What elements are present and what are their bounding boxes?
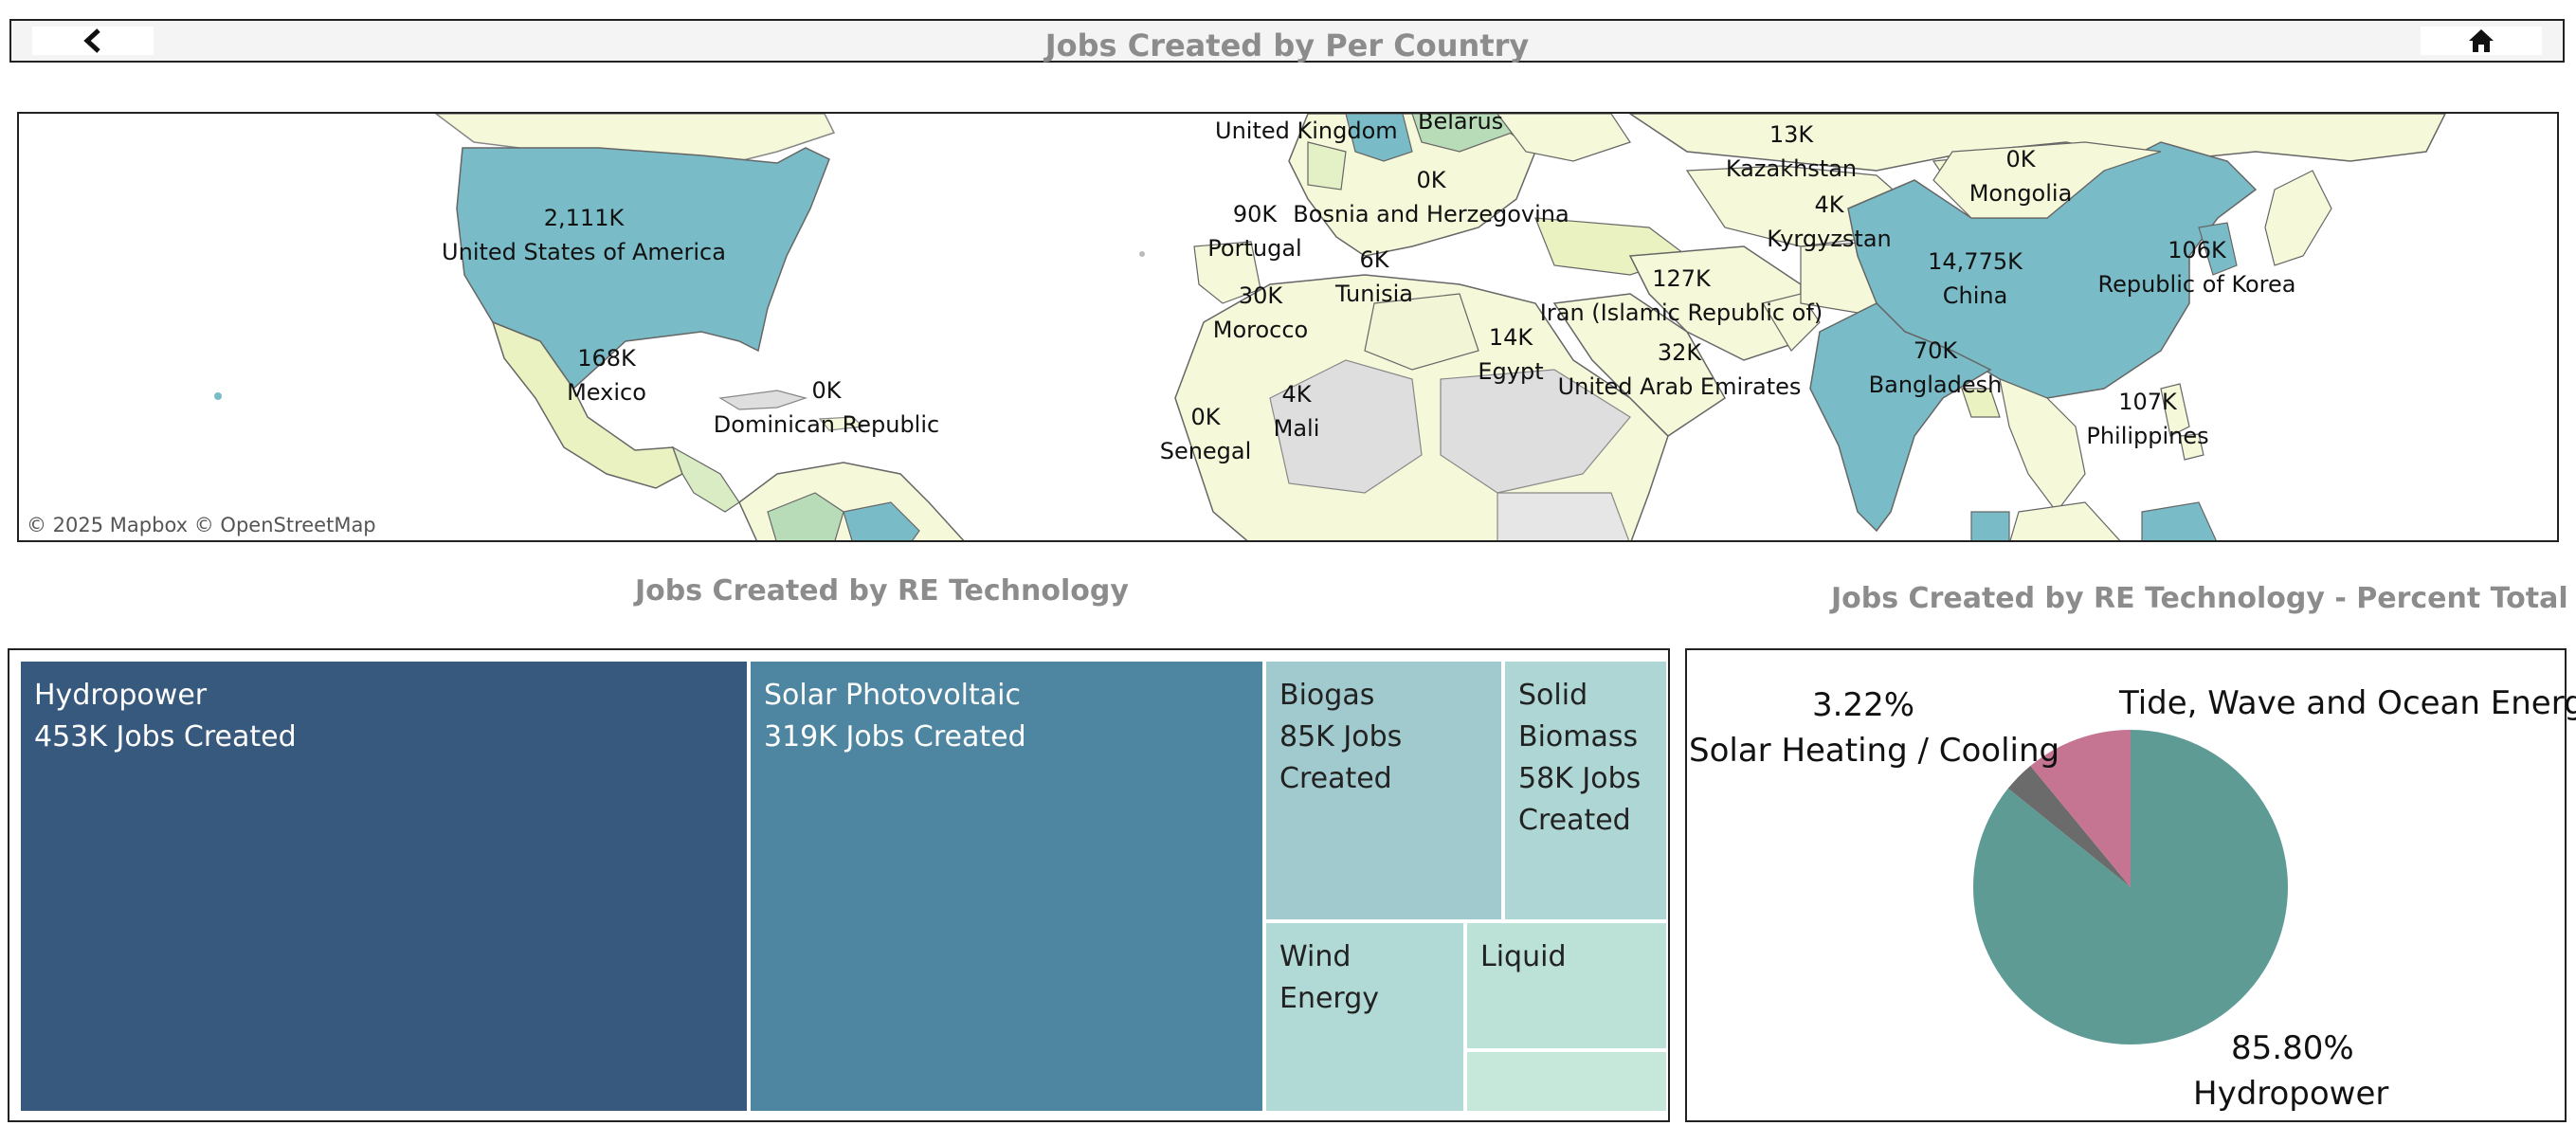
map-name-tunisia: Tunisia: [1335, 281, 1413, 307]
map-value-mongolia: 0K: [2005, 146, 2036, 173]
map-value-philippines: 107K: [2118, 389, 2177, 415]
treemap-tile-biogas[interactable]: Biogas 85K Jobs Created: [1264, 660, 1503, 921]
home-button[interactable]: [2421, 27, 2542, 55]
treemap-tile-solar-pv[interactable]: Solar Photovoltaic 319K Jobs Created: [749, 660, 1264, 1113]
technology-pie-chart[interactable]: 3.22% Solar Heating / Cooling Tide, Wave…: [1685, 648, 2576, 1122]
top-bar: Jobs Created by Per Country: [9, 19, 2565, 63]
map-value-senegal: 0K: [1190, 404, 1221, 430]
tile-label-line: Liquid: [1480, 940, 1567, 973]
map-value-iran: 127K: [1652, 265, 1711, 292]
map-value-korea: 106K: [2168, 237, 2226, 263]
treemap-tile-liquid[interactable]: Liquid: [1465, 921, 1668, 1050]
tile-label-line: 453K Jobs Created: [34, 720, 297, 754]
pie-title: Jobs Created by RE Technology - Percent …: [1831, 582, 2568, 615]
tile-label-line: Created: [1518, 804, 1631, 837]
map-name-uk: United Kingdom: [1215, 118, 1398, 144]
tile-label-line: 58K Jobs: [1518, 762, 1642, 795]
map-name-iran: Iran (Islamic Republic of): [1539, 300, 1823, 326]
tile-label-line: Hydropower: [34, 679, 208, 712]
map-canvas: [214, 114, 2446, 540]
tile-label-line: 319K Jobs Created: [764, 720, 1026, 754]
map-name-dominican: Dominican Republic: [713, 411, 940, 438]
map-name-kazakhstan: Kazakhstan: [1725, 155, 1858, 182]
treemap-tile-other[interactable]: [1465, 1050, 1668, 1113]
pie-label-hydro-pct: 85.80%: [2231, 1029, 2354, 1067]
map-name-korea: Republic of Korea: [2097, 271, 2296, 298]
map-name-bosnia: Bosnia and Herzegovina: [1293, 201, 1569, 227]
map-name-mexico: Mexico: [567, 379, 646, 406]
pie-label-tide-name: Tide, Wave and Ocean Energy: [2119, 684, 2576, 722]
technology-treemap[interactable]: Hydropower 453K Jobs Created Solar Photo…: [8, 648, 1670, 1122]
pie-label-solar-name: Solar Heating / Cooling: [1689, 732, 2060, 770]
map-value-china: 14,775K: [1928, 248, 2023, 275]
map-value-dominican: 0K: [811, 377, 842, 404]
map-value-bangladesh: 70K: [1913, 337, 1958, 364]
map-name-morocco: Morocco: [1212, 317, 1309, 343]
home-icon: [2469, 29, 2494, 52]
tile-label-line: Biogas: [1279, 679, 1375, 712]
chevron-left-icon: [83, 28, 100, 53]
map-name-bangladesh: Bangladesh: [1868, 372, 2003, 398]
map-name-mali: Mali: [1273, 415, 1320, 442]
map-name-portugal: Portugal: [1207, 235, 1302, 262]
country-map[interactable]: 2,111K United States of America 168K Mex…: [17, 112, 2559, 542]
country-india: [1809, 302, 1992, 533]
map-name-philippines: Philippines: [2086, 423, 2209, 449]
tile-label-line: Wind: [1279, 940, 1351, 973]
map-name-senegal: Senegal: [1159, 438, 1252, 464]
map-name-egypt: Egypt: [1478, 358, 1544, 385]
tile-label-line: 85K Jobs: [1279, 720, 1403, 754]
pie-slice-solar-heating-cooling[interactable]: [2007, 765, 2131, 887]
map-value-uae: 32K: [1657, 339, 1702, 366]
map-value-kazakhstan: 13K: [1769, 121, 1814, 148]
tile-label-line: Created: [1279, 762, 1392, 795]
treemap-title: Jobs Created by RE Technology: [635, 574, 1129, 608]
map-value-mexico: 168K: [577, 345, 636, 372]
tile-label-line: Biomass: [1518, 720, 1639, 754]
pie-canvas: [1973, 730, 2288, 1044]
map-value-usa: 2,111K: [543, 205, 625, 231]
pie-label-solar-pct: 3.22%: [1812, 686, 1915, 724]
tile-label-line: Solid: [1518, 679, 1588, 712]
treemap-tile-wind-energy[interactable]: Wind Energy: [1264, 921, 1465, 1113]
map-name-uae: United Arab Emirates: [1557, 373, 1802, 400]
map-name-mongolia: Mongolia: [1968, 180, 2073, 207]
map-name-kyrgyzstan: Kyrgyzstan: [1767, 226, 1892, 252]
map-value-kyrgyzstan: 4K: [1814, 191, 1844, 218]
treemap-tile-hydropower[interactable]: Hydropower 453K Jobs Created: [19, 660, 749, 1113]
back-button[interactable]: [32, 27, 154, 55]
pie-slice-tide-wave-and-ocean-energy[interactable]: [2030, 730, 2131, 887]
tile-label-line: Solar Photovoltaic: [764, 679, 1021, 712]
map-name-china: China: [1942, 282, 2008, 309]
map-value-egypt: 14K: [1488, 324, 1533, 351]
map-name-usa: United States of America: [442, 239, 726, 265]
map-value-portugal: 90K: [1232, 201, 1278, 227]
map-value-mali: 4K: [1281, 381, 1312, 408]
map-value-morocco: 30K: [1238, 282, 1283, 309]
tile-label-line: Energy: [1279, 982, 1380, 1015]
map-value-bosnia: 0K: [1416, 167, 1446, 193]
map-name-belarus: Belarus: [1418, 112, 1504, 135]
map-value-tunisia: 6K: [1359, 246, 1389, 273]
treemap-tile-solid-biomass[interactable]: Solid Biomass 58K Jobs Created: [1503, 660, 1668, 921]
pie-label-hydro-name: Hydropower: [2193, 1075, 2389, 1113]
page-title: Jobs Created by Per Country: [1044, 27, 1530, 63]
map-attribution[interactable]: © 2025 Mapbox © OpenStreetMap: [27, 514, 376, 536]
